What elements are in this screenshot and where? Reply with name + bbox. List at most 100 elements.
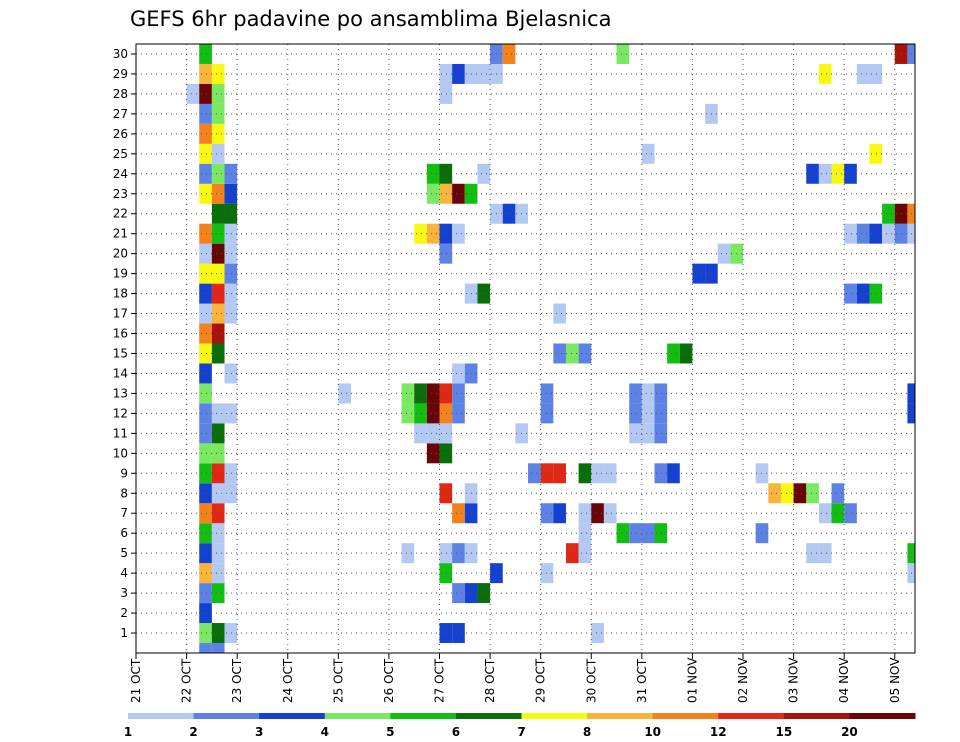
heatmap-cell <box>477 63 491 84</box>
heatmap-cell <box>578 503 592 524</box>
heatmap-cell <box>869 63 883 84</box>
heatmap-cell <box>211 323 225 344</box>
heatmap-cell <box>199 243 212 264</box>
heatmap-cell <box>553 463 566 484</box>
legend-swatch <box>587 713 654 719</box>
y-tick-label: 30 <box>113 47 128 61</box>
heatmap-cell <box>211 463 225 484</box>
y-tick-label: 8 <box>120 486 128 500</box>
y-tick-label: 18 <box>113 287 128 301</box>
heatmap-cell <box>578 343 592 364</box>
heatmap-cell <box>211 243 225 264</box>
heatmap-cell <box>452 503 465 524</box>
heatmap-cell <box>199 63 212 84</box>
heatmap-cell <box>818 503 832 524</box>
heatmap-cell <box>414 403 427 424</box>
heatmap-cell <box>211 523 225 544</box>
heatmap-cell <box>199 83 212 104</box>
heatmap-cell <box>629 403 642 424</box>
y-tick-label: 22 <box>113 207 128 221</box>
heatmap-cell <box>439 563 453 584</box>
x-tick-label: 23 OCT <box>230 658 244 703</box>
heatmap-cell <box>414 223 427 244</box>
y-tick-label: 9 <box>120 466 128 480</box>
heatmap-cell <box>452 403 465 424</box>
heatmap-cell <box>211 203 225 224</box>
x-tick-label: 26 OCT <box>382 658 396 703</box>
heatmap-cell <box>224 283 238 304</box>
heatmap-cell <box>199 563 212 584</box>
heatmap-cell <box>502 203 516 224</box>
heatmap-cell <box>844 503 857 524</box>
heatmap-cell <box>629 523 642 544</box>
heatmap-cell <box>439 543 453 564</box>
heatmap-cell <box>882 223 895 244</box>
legend-swatch <box>455 713 522 719</box>
heatmap-cell <box>578 543 592 564</box>
heatmap-cell <box>793 483 807 504</box>
heatmap-cell <box>211 503 225 524</box>
heatmap-cell <box>439 223 453 244</box>
heatmap-cell <box>224 203 238 224</box>
heatmap-cell <box>869 223 883 244</box>
heatmap-cell <box>452 583 465 604</box>
heatmap-cell <box>641 523 655 544</box>
heatmap-cell <box>199 403 212 424</box>
heatmap-cell <box>806 483 819 504</box>
heatmap-cell <box>439 163 453 184</box>
heatmap-cell <box>199 183 212 204</box>
heatmap-cell <box>224 183 238 204</box>
heatmap-cell <box>439 483 453 504</box>
heatmap-cell <box>426 443 440 464</box>
color-legend: 1 2 3 4 5 6 7 8 10 12 15 20 <box>124 713 916 739</box>
x-tick-label: 25 OCT <box>331 658 345 703</box>
heatmap-cell <box>831 503 845 524</box>
heatmap-cell <box>211 343 225 364</box>
heatmap-cell <box>211 83 225 104</box>
heatmap-cell <box>211 143 225 164</box>
heatmap-cell <box>426 423 440 444</box>
y-tick-label: 16 <box>113 327 128 341</box>
heatmap-cell <box>224 463 238 484</box>
heatmap-cell <box>199 583 212 604</box>
heatmap-cell <box>553 303 566 324</box>
legend-label: 3 <box>255 725 263 739</box>
y-tick-label: 4 <box>120 566 128 580</box>
x-tick-label: 21 OCT <box>129 658 143 703</box>
heatmap-cell <box>199 443 212 464</box>
heatmap-cell <box>818 63 832 84</box>
heatmap-cell <box>414 423 427 444</box>
heatmap-cell <box>641 143 655 164</box>
heatmap-cell <box>199 643 212 653</box>
heatmap-cell <box>186 83 200 104</box>
heatmap-cell <box>199 343 212 364</box>
heatmap-cell <box>211 643 225 653</box>
legend-swatch <box>718 713 785 719</box>
heatmap-cell <box>629 423 642 444</box>
heatmap-cell <box>540 503 554 524</box>
heatmap-cell <box>856 63 870 84</box>
heatmap-cell <box>211 403 225 424</box>
heatmap-cell <box>654 523 668 544</box>
heatmap-cell <box>199 423 212 444</box>
heatmap-cell <box>831 483 845 504</box>
x-tick-label: 05 NOV <box>888 657 902 703</box>
x-axis-ticks: 21 OCT 22 OCT 23 OCT 24 OCT 25 OCT 26 OCT 27 O… <box>129 653 902 703</box>
legend-label: 10 <box>644 725 661 739</box>
heatmap-cell <box>477 163 491 184</box>
legend-label: 4 <box>321 725 329 739</box>
heatmap-cell <box>553 503 566 524</box>
heatmap-cell <box>869 143 883 164</box>
x-tick-label: 02 NOV <box>736 657 750 703</box>
legend-label: 20 <box>841 725 858 739</box>
heatmap-cell <box>768 483 781 504</box>
legend-swatch <box>128 713 195 719</box>
heatmap-cell <box>224 363 238 384</box>
heatmap-cell <box>199 623 212 644</box>
x-tick-label: 30 OCT <box>584 658 598 703</box>
heatmap-cell <box>578 463 592 484</box>
heatmap-cell <box>199 483 212 504</box>
heatmap-cell <box>224 483 238 504</box>
x-tick-label: 03 NOV <box>787 657 801 703</box>
heatmap-cell <box>426 383 440 404</box>
